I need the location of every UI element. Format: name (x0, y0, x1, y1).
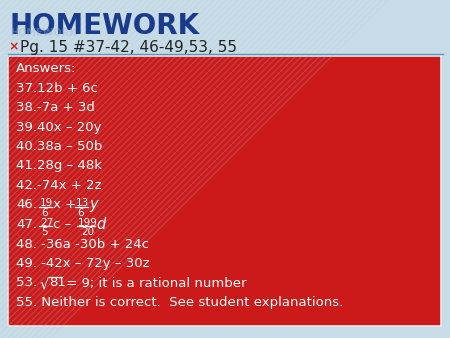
Text: y: y (89, 197, 98, 213)
Text: 6: 6 (77, 208, 84, 217)
Text: 39.40x – 20y: 39.40x – 20y (16, 121, 102, 134)
Text: 42.-74x + 2z: 42.-74x + 2z (16, 179, 102, 192)
Text: 19: 19 (40, 198, 53, 209)
Text: 55. Neither is correct.  See student explanations.: 55. Neither is correct. See student expl… (16, 296, 343, 309)
Text: 5: 5 (41, 227, 48, 237)
Text: √: √ (40, 276, 50, 291)
Text: 38.-7a + 3d: 38.-7a + 3d (16, 101, 95, 114)
Text: 53.: 53. (16, 276, 41, 290)
Text: 48. -36a -30b + 24c: 48. -36a -30b + 24c (16, 238, 149, 250)
Text: Pg. 15 #37-42, 46-49,53, 55: Pg. 15 #37-42, 46-49,53, 55 (20, 40, 237, 55)
Text: HOMEWORK: HOMEWORK (10, 28, 76, 38)
Text: 37.12b + 6c: 37.12b + 6c (16, 81, 98, 95)
Text: HOMEWORK: HOMEWORK (10, 12, 200, 40)
Text: 49. -42x – 72y – 30z: 49. -42x – 72y – 30z (16, 257, 149, 270)
Text: Answers:: Answers: (16, 62, 76, 75)
Text: 47.: 47. (16, 218, 37, 231)
FancyBboxPatch shape (8, 56, 441, 326)
Text: d: d (96, 217, 105, 232)
Text: 199: 199 (78, 218, 98, 228)
Text: 46.: 46. (16, 198, 37, 212)
Text: 6: 6 (41, 208, 48, 217)
Text: x +: x + (53, 198, 76, 212)
Text: 41.28g – 48k: 41.28g – 48k (16, 160, 102, 172)
Text: = 9; it is a rational number: = 9; it is a rational number (62, 276, 247, 290)
Text: 13: 13 (76, 198, 89, 209)
Text: 40.38a – 50b: 40.38a – 50b (16, 140, 103, 153)
Text: c –: c – (53, 218, 71, 231)
Text: 27: 27 (40, 218, 53, 228)
Text: ×: × (8, 40, 18, 53)
Text: 81: 81 (49, 276, 66, 290)
Text: 20: 20 (81, 227, 94, 237)
